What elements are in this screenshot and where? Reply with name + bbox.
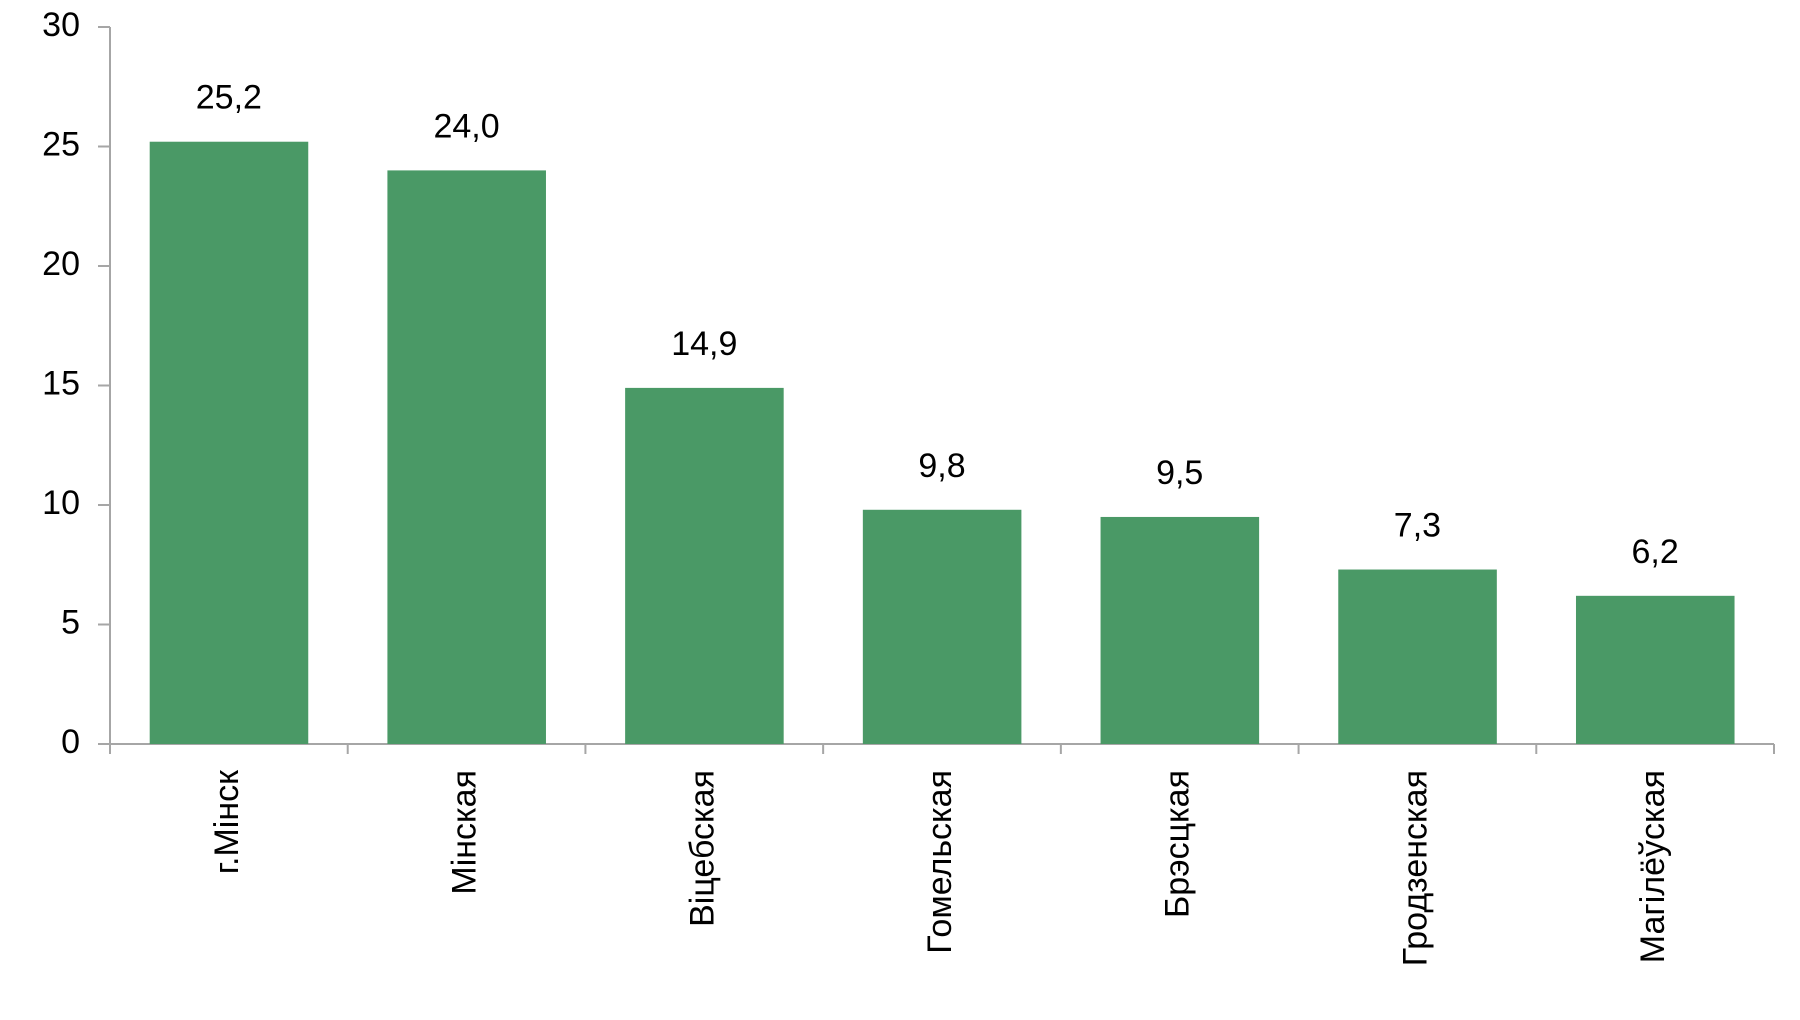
y-tick-label: 30 — [42, 6, 80, 44]
y-tick-label: 0 — [61, 723, 80, 761]
bar — [387, 170, 546, 744]
bar — [149, 141, 309, 745]
x-tick-label: г.Мінск — [208, 769, 246, 874]
bar — [1100, 516, 1260, 744]
bar — [862, 509, 1022, 744]
value-label: 9,5 — [1156, 454, 1203, 492]
x-tick-label: Мінская — [446, 770, 484, 895]
x-tick-label: Гродзенская — [1396, 770, 1434, 966]
value-label: 9,8 — [918, 447, 965, 485]
y-tick-label: 10 — [42, 484, 80, 522]
value-label: 24,0 — [433, 107, 499, 145]
value-label: 25,2 — [196, 79, 262, 117]
x-tick-label: Віцебская — [683, 770, 721, 927]
y-tick-label: 15 — [42, 364, 80, 402]
x-tick-label: Гомельская — [921, 770, 959, 954]
bar — [625, 387, 784, 744]
y-tick-label: 20 — [42, 245, 80, 283]
y-tick-label: 25 — [42, 125, 80, 163]
value-label: 7,3 — [1394, 507, 1441, 545]
bar — [1338, 569, 1497, 744]
y-tick-label: 5 — [61, 603, 80, 641]
value-label: 6,2 — [1632, 533, 1679, 571]
bar — [1575, 595, 1735, 744]
value-label: 14,9 — [671, 325, 737, 363]
x-tick-label: Брэсцкая — [1159, 770, 1197, 918]
x-tick-label: Магілёўская — [1634, 770, 1672, 963]
